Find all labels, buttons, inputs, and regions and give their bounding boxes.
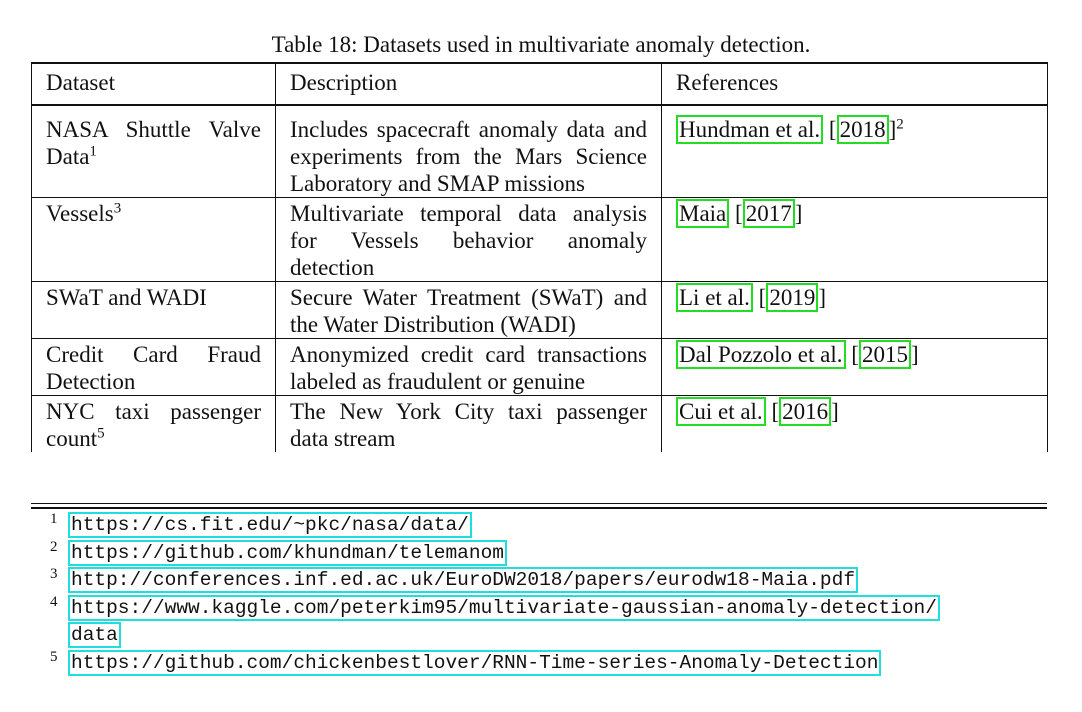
reference-cell: Maia [2017] [661,197,1048,282]
footnote-url-link[interactable]: https://www.kaggle.com/peterkim95/multiv… [68,594,940,621]
citation-link[interactable]: Dal Pozzolo et al. [676,340,846,369]
table-row: SWaT and WADI Secure Water Treatment (SW… [31,281,1048,339]
citation-link[interactable]: Cui et al. [676,397,766,426]
citation-year-link[interactable]: 2017 [742,199,795,228]
footnote: 4 https://www.kaggle.com/peterkim95/multi… [50,594,1050,650]
footnote: 2 https://github.com/khundman/telemanom [50,539,1050,568]
table-header-row: Dataset Description References [31,63,1048,105]
header-references: References [661,63,1048,105]
footnote: 3 http://conferences.inf.ed.ac.uk/EuroDW2… [50,566,1050,595]
dataset-cell: Vessels3 [31,197,276,282]
footnote-url-link[interactable]: https://github.com/khundman/telemanom [68,539,507,566]
reference-cell: Li et al. [2019] [661,281,1048,339]
table-bottom-rule-thick [31,507,1047,509]
table-row: NASA Shuttle Valve Data1 Includes spacec… [31,114,1048,198]
reference-cell: Dal Pozzolo et al. [2015] [661,338,1048,396]
citation-year-link[interactable]: 2016 [779,397,832,426]
citation-year-link[interactable]: 2019 [766,283,819,312]
dataset-cell: NASA Shuttle Valve Data1 [31,114,276,198]
datasets-table: Dataset Description References NASA Shut… [31,62,1048,452]
header-description: Description [275,63,662,105]
table-row: Vessels3 Multivariate temporal data anal… [31,197,1048,282]
footnote-url-link[interactable]: https://cs.fit.edu/~pkc/nasa/data/ [68,512,472,538]
footnote: 1 https://cs.fit.edu/~pkc/nasa/data/ [50,511,1050,540]
footnote-url-link-continued[interactable]: data [68,622,121,648]
table-row: NYC taxi passenger count5 The New York C… [31,395,1048,452]
dataset-cell: NYC taxi passenger count5 [31,395,276,452]
description-cell: Multivariate temporal data analysis for … [275,197,662,282]
description-cell: The New York City taxi passenger data st… [275,395,662,452]
dataset-cell: Credit Card Fraud Detection [31,338,276,396]
description-cell: Includes spacecraft anomaly data and exp… [275,114,662,198]
reference-cell: Hundman et al. [2018]2 [661,114,1048,198]
reference-cell: Cui et al. [2016] [661,395,1048,452]
citation-link[interactable]: Li et al. [676,283,753,312]
table-row: Credit Card Fraud Detection Anonymized c… [31,338,1048,396]
header-dataset: Dataset [31,63,276,105]
citation-link[interactable]: Maia [676,199,730,228]
table-caption: Table 18: Datasets used in multivariate … [271,32,811,57]
citation-year-link[interactable]: 2018 [836,115,889,144]
dataset-cell: SWaT and WADI [31,281,276,339]
footnote: 5 https://github.com/chickenbestlover/RNN… [50,649,1050,678]
description-cell: Secure Water Treatment (SWaT) and the Wa… [275,281,662,339]
footnote-url-link[interactable]: http://conferences.inf.ed.ac.uk/EuroDW20… [68,567,859,593]
table-bottom-rule [31,503,1047,504]
table-footnotes: 1 https://cs.fit.edu/~pkc/nasa/data/ 2 htt… [50,511,1050,678]
footnote-url-link[interactable]: https://github.com/chickenbestlover/RNN-… [68,649,882,676]
description-cell: Anonymized credit card transactions labe… [275,338,662,396]
citation-year-link[interactable]: 2015 [858,340,911,369]
citation-link[interactable]: Hundman et al. [676,115,824,144]
